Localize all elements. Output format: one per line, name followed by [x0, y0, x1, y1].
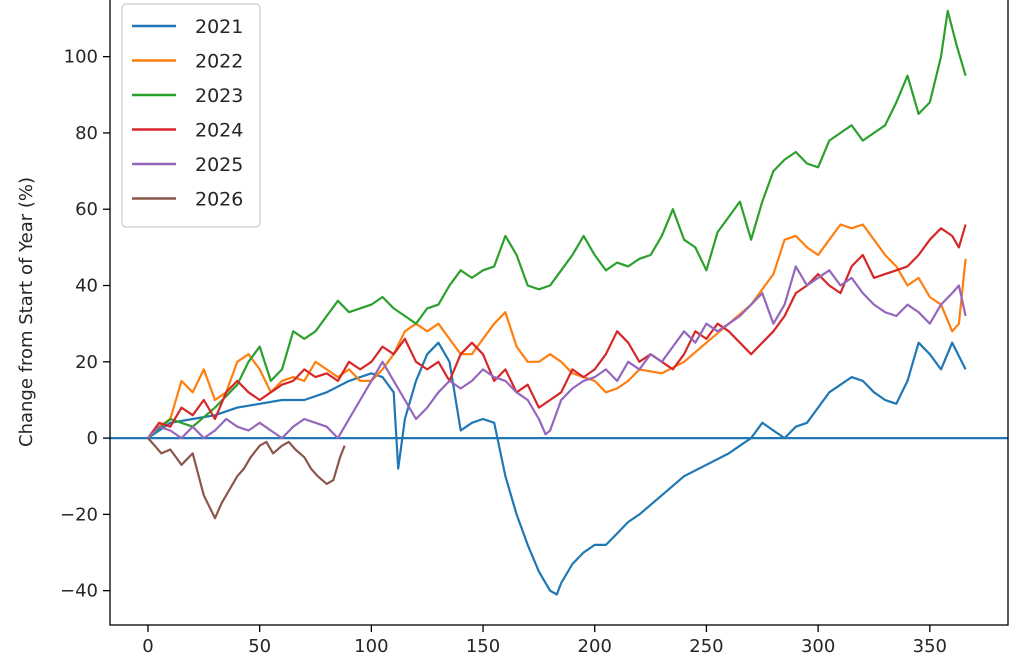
- legend-label-2025: 2025: [195, 154, 243, 176]
- series-line-2026: [147, 437, 346, 520]
- legend-label-2022: 2022: [195, 51, 243, 73]
- y-tick-label: 60: [75, 199, 98, 220]
- series-line-2024: [147, 224, 967, 439]
- series-line-2021: [147, 341, 967, 596]
- legend-label-2021: 2021: [195, 16, 243, 38]
- x-tick-label: 50: [248, 636, 271, 653]
- x-tick-label: 200: [578, 636, 612, 653]
- y-tick-label: 20: [75, 352, 98, 373]
- legend-label-2024: 2024: [195, 120, 243, 142]
- x-tick-label: 300: [801, 636, 835, 653]
- legend-label-2026: 2026: [195, 189, 243, 211]
- axes-frame: [109, 0, 1009, 626]
- legend: 2021 2022 2023 2024 2025 2026: [121, 3, 261, 228]
- x-tick-label: 150: [466, 636, 500, 653]
- y-tick-label: 80: [75, 123, 98, 144]
- x-tick-label: 100: [354, 636, 388, 653]
- legend-label-2023: 2023: [195, 85, 243, 107]
- y-tick-label: −20: [60, 504, 98, 525]
- x-tick-label: 250: [689, 636, 723, 653]
- series-line-2025: [147, 265, 967, 440]
- y-tick-label: 0: [87, 428, 98, 449]
- y-tick-label: 40: [75, 276, 98, 297]
- series-line-2023: [147, 9, 967, 439]
- y-tick-label: 100: [64, 47, 98, 68]
- y-tick-label: −40: [60, 581, 98, 602]
- x-tick-label: 350: [913, 636, 947, 653]
- y-axis-label: Change from Start of Year (%): [16, 177, 37, 447]
- x-tick-label: 0: [142, 636, 153, 653]
